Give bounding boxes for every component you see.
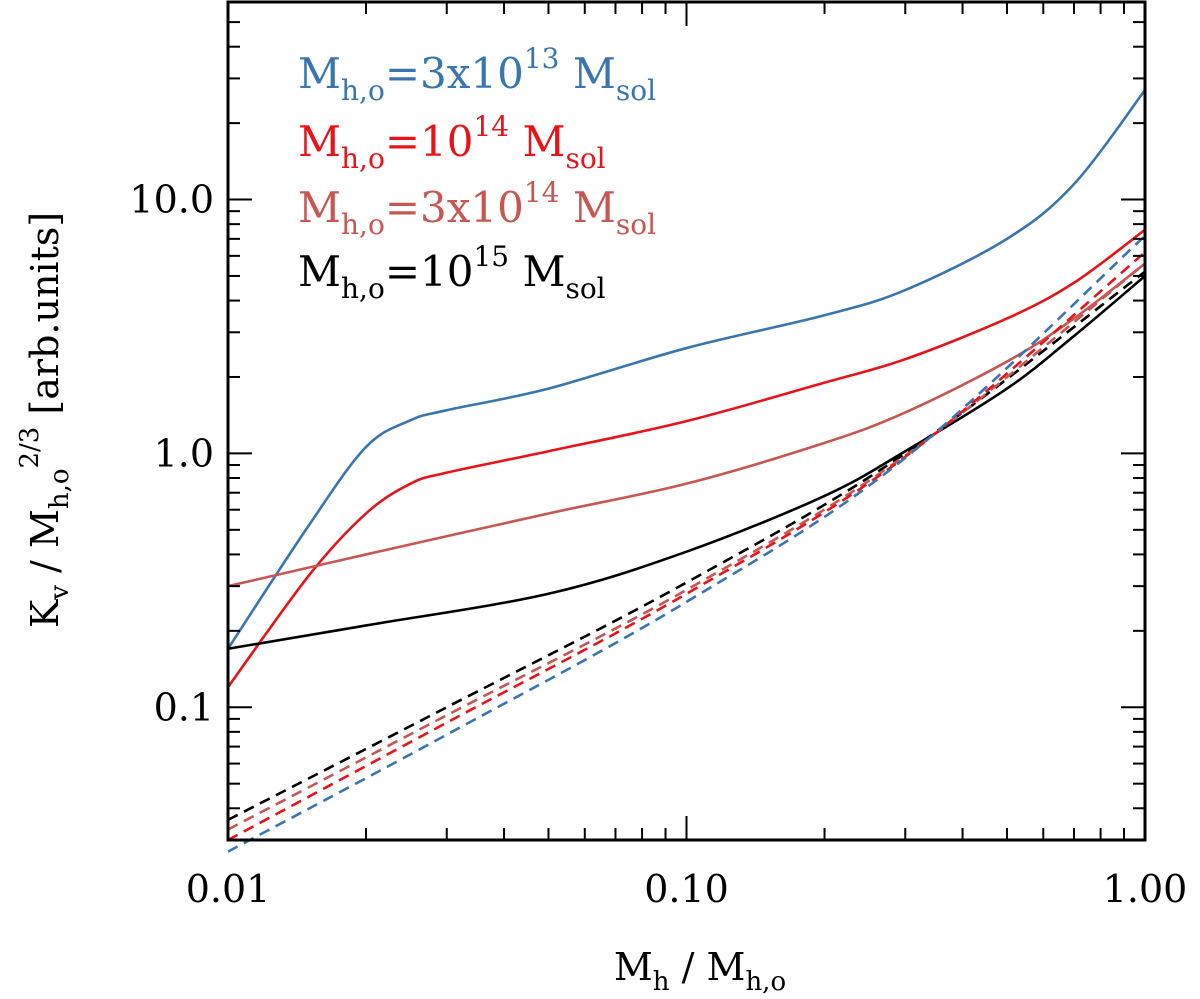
x-axis-label-main1: M [614, 945, 653, 989]
series-line-4-dashed [227, 270, 1146, 822]
legend-entry-1: Mh,o=1014 Msol [298, 110, 606, 175]
x-axis-label-sub1: h [653, 967, 670, 997]
y-axis-label-sup2: 2/3 [15, 427, 45, 469]
y-axis-label: Kv / Mh,o2/3 [arb.units] [15, 212, 75, 628]
series-line-2-solid [227, 262, 1146, 588]
y-axis-label-sep: / [23, 548, 67, 585]
legend-entry-3: Mh,o=1015 Msol [298, 240, 606, 305]
legend-entry-0: Mh,o=3x1013 Msol [298, 42, 656, 107]
y-tick-label: 0.1 [154, 685, 214, 729]
x-axis-label-main2: M [707, 945, 746, 989]
legend-entry-2: Mh,o=3x1014 Msol [298, 176, 656, 241]
x-tick-label: 1.00 [1103, 867, 1188, 911]
series-line-3-solid [227, 274, 1146, 651]
x-tick-label: 0.10 [644, 867, 729, 911]
y-axis-label-main1: K [23, 599, 67, 628]
y-tick-label: 10.0 [129, 178, 214, 222]
x-axis-label-sub2: h,o [745, 967, 786, 997]
y-tick-label: 1.0 [154, 431, 214, 475]
y-axis-label-units: [arb.units] [23, 212, 67, 427]
plot-frame [226, 0, 1147, 842]
x-tick-label: 0.01 [186, 867, 271, 911]
y-axis-label-sub1: v [45, 585, 75, 601]
series-line-0-solid [226, 89, 1147, 650]
y-axis-label-main2: M [23, 509, 67, 548]
series-layer [226, 89, 1147, 853]
axes-layer: 0.01 0.10 1.00 0.1 1.0 10.0 [129, 2, 1187, 911]
series-line-1-solid [226, 228, 1146, 688]
x-axis-label: Mh / Mh,o [614, 945, 786, 997]
y-axis-label-sub2: h,o [45, 469, 75, 510]
series-line-5-dashed [227, 262, 1146, 831]
series-line-7-dashed [227, 234, 1146, 853]
series-line-6-dashed [227, 251, 1146, 842]
x-axis-label-sep: / [670, 945, 707, 989]
